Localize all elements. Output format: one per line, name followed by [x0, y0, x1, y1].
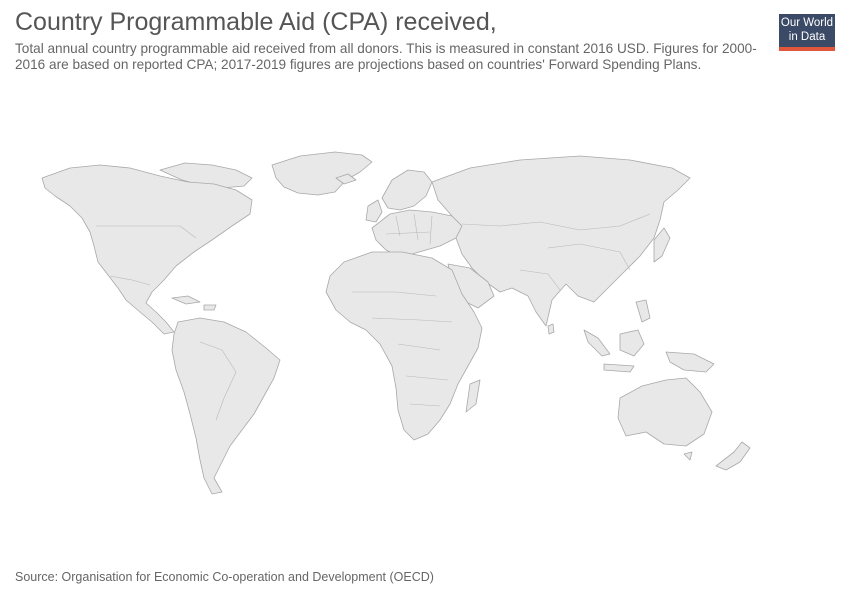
- chart-title: Country Programmable Aid (CPA) received,: [15, 8, 497, 36]
- japan[interactable]: [653, 227, 671, 263]
- us-canada-border: [96, 225, 197, 239]
- india-border: [519, 269, 561, 291]
- logo-line-1: Our World: [780, 17, 834, 29]
- china-border: [547, 243, 631, 271]
- sumatra[interactable]: [583, 329, 611, 357]
- south-america[interactable]: [171, 317, 281, 495]
- borneo[interactable]: [619, 329, 645, 357]
- us-mexico-border: [109, 275, 151, 286]
- hispaniola[interactable]: [203, 304, 217, 311]
- africa[interactable]: [325, 251, 483, 441]
- asia[interactable]: [431, 155, 691, 327]
- world-map[interactable]: [0, 100, 850, 520]
- russia-border: [461, 213, 651, 231]
- iceland[interactable]: [335, 173, 357, 185]
- java[interactable]: [603, 363, 635, 373]
- africa-borders: [352, 291, 453, 407]
- tasmania[interactable]: [683, 451, 693, 461]
- madagascar[interactable]: [465, 379, 481, 413]
- new-guinea[interactable]: [665, 351, 715, 373]
- brazil-border: [199, 341, 237, 421]
- owid-logo[interactable]: Our World in Data: [779, 14, 835, 51]
- europe-borders: [385, 213, 433, 245]
- chart-subtitle: Total annual country programmable aid re…: [15, 41, 757, 72]
- scandinavia[interactable]: [381, 169, 433, 211]
- north-america[interactable]: [41, 164, 253, 335]
- australia[interactable]: [617, 377, 713, 447]
- great-britain[interactable]: [365, 199, 383, 223]
- sri-lanka[interactable]: [547, 323, 555, 335]
- logo-line-2: in Data: [788, 30, 826, 43]
- philippines[interactable]: [635, 299, 651, 323]
- greenland[interactable]: [271, 151, 373, 196]
- source-note: Source: Organisation for Economic Co-ope…: [15, 570, 434, 584]
- cuba[interactable]: [171, 295, 201, 305]
- new-zealand[interactable]: [715, 441, 751, 471]
